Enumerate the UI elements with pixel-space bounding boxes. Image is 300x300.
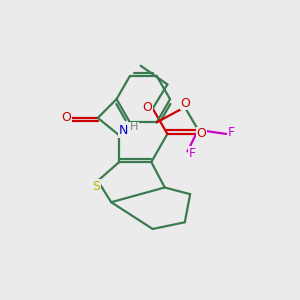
Text: S: S	[92, 180, 101, 193]
Text: O: O	[142, 101, 152, 114]
Text: F: F	[228, 126, 235, 139]
Text: O: O	[196, 128, 206, 140]
Text: N: N	[118, 124, 128, 137]
Text: H: H	[130, 122, 138, 132]
Text: F: F	[189, 147, 196, 160]
Text: O: O	[61, 111, 71, 124]
Text: O: O	[181, 97, 190, 110]
